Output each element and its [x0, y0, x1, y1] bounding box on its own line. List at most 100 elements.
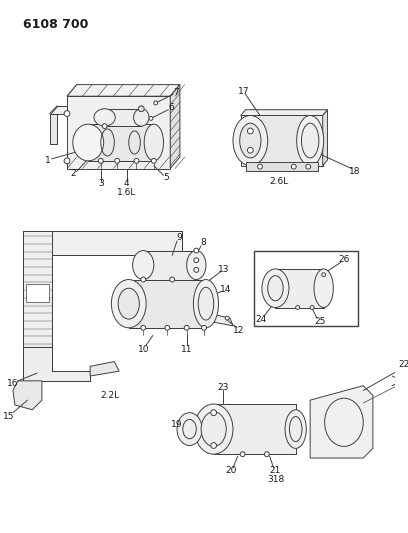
Polygon shape	[275, 269, 324, 308]
Polygon shape	[129, 279, 206, 328]
Text: 18: 18	[349, 167, 360, 176]
Text: 6: 6	[169, 103, 174, 112]
Polygon shape	[67, 96, 170, 168]
Text: 4: 4	[124, 180, 130, 189]
Ellipse shape	[289, 417, 302, 442]
Polygon shape	[22, 231, 51, 347]
Circle shape	[149, 116, 153, 120]
Ellipse shape	[183, 419, 196, 439]
Circle shape	[170, 277, 175, 282]
Circle shape	[247, 128, 253, 134]
Text: 7: 7	[173, 88, 179, 97]
Bar	[26, 284, 49, 302]
Text: 15: 15	[3, 412, 15, 421]
Ellipse shape	[194, 404, 233, 454]
Circle shape	[211, 442, 217, 448]
Ellipse shape	[240, 123, 261, 158]
Polygon shape	[90, 361, 119, 376]
Text: 9: 9	[176, 232, 182, 241]
Ellipse shape	[118, 288, 140, 319]
Ellipse shape	[198, 287, 214, 320]
Circle shape	[154, 101, 158, 105]
Text: 1: 1	[45, 156, 51, 165]
Text: 3: 3	[98, 180, 104, 189]
Ellipse shape	[73, 124, 104, 161]
Circle shape	[296, 305, 299, 310]
Polygon shape	[246, 162, 318, 172]
Text: 8: 8	[200, 238, 206, 247]
Text: 5: 5	[164, 173, 169, 182]
Polygon shape	[251, 116, 310, 166]
Polygon shape	[241, 110, 328, 116]
Circle shape	[165, 325, 170, 330]
Circle shape	[138, 106, 144, 111]
Ellipse shape	[233, 116, 268, 166]
Ellipse shape	[268, 276, 283, 301]
Ellipse shape	[111, 279, 146, 328]
Polygon shape	[50, 114, 58, 144]
Ellipse shape	[186, 251, 206, 279]
Circle shape	[202, 325, 206, 330]
Polygon shape	[51, 231, 182, 255]
Text: 17: 17	[238, 87, 249, 96]
Polygon shape	[214, 404, 296, 454]
Polygon shape	[13, 381, 42, 410]
Circle shape	[257, 164, 262, 169]
Text: 19: 19	[171, 420, 183, 429]
Text: 23: 23	[217, 383, 229, 392]
Polygon shape	[104, 109, 141, 126]
Circle shape	[151, 158, 156, 163]
Ellipse shape	[262, 269, 289, 308]
Circle shape	[310, 305, 314, 310]
Ellipse shape	[133, 109, 149, 126]
Text: 11: 11	[181, 345, 193, 354]
Ellipse shape	[177, 413, 202, 446]
Text: 22: 22	[398, 360, 408, 369]
Text: 2: 2	[70, 169, 75, 178]
Ellipse shape	[297, 116, 324, 166]
Polygon shape	[170, 85, 180, 168]
Text: 25: 25	[314, 317, 326, 326]
Circle shape	[115, 158, 120, 163]
Text: 1.6L: 1.6L	[117, 188, 137, 197]
Bar	[254, 251, 358, 326]
Ellipse shape	[302, 123, 319, 158]
Text: 2.2L: 2.2L	[100, 391, 119, 400]
Circle shape	[306, 164, 310, 169]
Text: 21: 21	[270, 466, 281, 475]
Text: 16: 16	[7, 379, 19, 388]
Circle shape	[141, 277, 146, 282]
Text: 10: 10	[137, 345, 149, 354]
Text: 14: 14	[220, 285, 231, 294]
Text: 24: 24	[255, 314, 266, 324]
Polygon shape	[241, 116, 323, 166]
Polygon shape	[22, 347, 90, 381]
Polygon shape	[88, 124, 154, 161]
Text: 2.6L: 2.6L	[270, 176, 289, 185]
Circle shape	[194, 268, 199, 272]
Text: 20: 20	[225, 466, 237, 475]
Ellipse shape	[314, 269, 333, 308]
Circle shape	[102, 124, 107, 128]
Text: 318: 318	[268, 475, 285, 484]
Ellipse shape	[133, 251, 154, 279]
Text: 13: 13	[217, 265, 229, 274]
Polygon shape	[208, 313, 233, 326]
Ellipse shape	[201, 411, 226, 447]
Circle shape	[211, 410, 217, 416]
Ellipse shape	[144, 124, 164, 161]
Circle shape	[98, 158, 103, 163]
Circle shape	[291, 164, 296, 169]
Text: 12: 12	[233, 326, 244, 335]
Circle shape	[134, 158, 139, 163]
Circle shape	[64, 158, 70, 164]
Circle shape	[141, 325, 146, 330]
Polygon shape	[323, 110, 328, 166]
Text: 26: 26	[338, 255, 350, 264]
Circle shape	[247, 147, 253, 153]
Polygon shape	[310, 386, 373, 458]
Circle shape	[184, 325, 189, 330]
Circle shape	[225, 316, 229, 320]
Circle shape	[322, 273, 326, 277]
Polygon shape	[50, 106, 67, 114]
